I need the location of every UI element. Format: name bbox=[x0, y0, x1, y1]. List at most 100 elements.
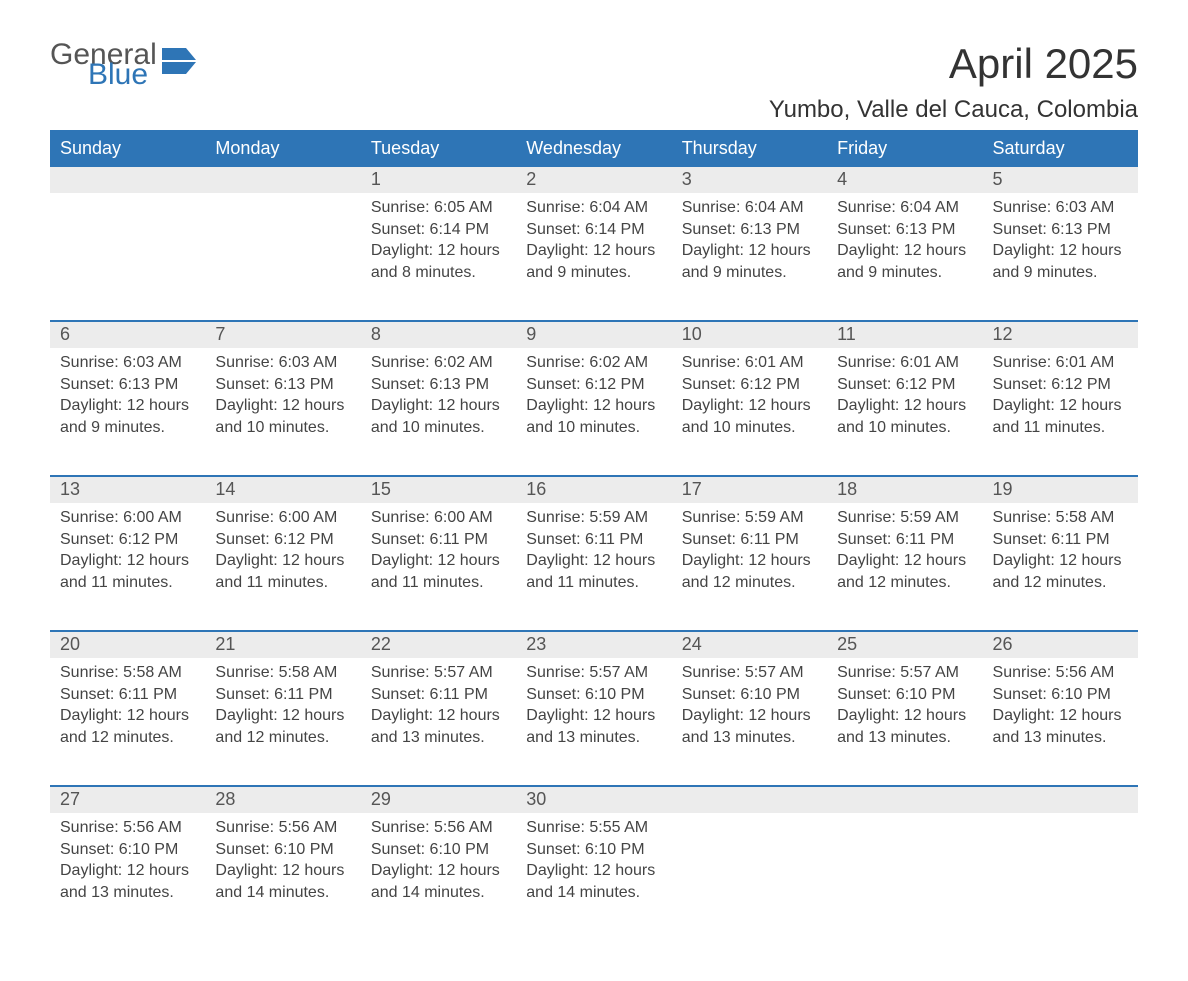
day-content-cell: Sunrise: 6:00 AMSunset: 6:12 PMDaylight:… bbox=[205, 503, 360, 631]
sunset-line: Sunset: 6:11 PM bbox=[682, 529, 817, 551]
day-content: Sunrise: 6:00 AMSunset: 6:12 PMDaylight:… bbox=[205, 503, 360, 603]
day-content: Sunrise: 5:58 AMSunset: 6:11 PMDaylight:… bbox=[50, 658, 205, 758]
day-number: 12 bbox=[983, 322, 1138, 348]
day-number: 27 bbox=[50, 787, 205, 813]
day-content-cell: Sunrise: 6:04 AMSunset: 6:13 PMDaylight:… bbox=[827, 193, 982, 321]
sunrise-line: Sunrise: 6:04 AM bbox=[526, 197, 661, 219]
sunset-line: Sunset: 6:11 PM bbox=[60, 684, 195, 706]
sunset-line: Sunset: 6:11 PM bbox=[215, 684, 350, 706]
day-number-cell: 21 bbox=[205, 631, 360, 658]
day-content-cell: Sunrise: 5:58 AMSunset: 6:11 PMDaylight:… bbox=[50, 658, 205, 786]
day-content-cell: Sunrise: 5:56 AMSunset: 6:10 PMDaylight:… bbox=[361, 813, 516, 941]
daylight-line: Daylight: 12 hours and 10 minutes. bbox=[371, 395, 506, 438]
daylight-line: Daylight: 12 hours and 11 minutes. bbox=[60, 550, 195, 593]
sunset-line: Sunset: 6:13 PM bbox=[60, 374, 195, 396]
sunset-line: Sunset: 6:10 PM bbox=[371, 839, 506, 861]
day-number: 11 bbox=[827, 322, 982, 348]
day-content: Sunrise: 5:56 AMSunset: 6:10 PMDaylight:… bbox=[983, 658, 1138, 758]
day-number: 26 bbox=[983, 632, 1138, 658]
day-number: 25 bbox=[827, 632, 982, 658]
day-number: 2 bbox=[516, 167, 671, 193]
weekday-header: Saturday bbox=[983, 132, 1138, 166]
day-content: Sunrise: 5:56 AMSunset: 6:10 PMDaylight:… bbox=[205, 813, 360, 913]
day-number-cell: 27 bbox=[50, 786, 205, 813]
week-daynum-row: 6789101112 bbox=[50, 321, 1138, 348]
daylight-line: Daylight: 12 hours and 10 minutes. bbox=[682, 395, 817, 438]
day-number-cell: 23 bbox=[516, 631, 671, 658]
day-number: 14 bbox=[205, 477, 360, 503]
day-content: Sunrise: 5:57 AMSunset: 6:10 PMDaylight:… bbox=[827, 658, 982, 758]
day-content-cell bbox=[983, 813, 1138, 941]
sunrise-line: Sunrise: 5:59 AM bbox=[526, 507, 661, 529]
sunrise-line: Sunrise: 5:57 AM bbox=[371, 662, 506, 684]
header: General Blue April 2025 Yumbo, Valle del… bbox=[50, 40, 1138, 124]
day-content-cell: Sunrise: 6:00 AMSunset: 6:12 PMDaylight:… bbox=[50, 503, 205, 631]
day-number-cell: 10 bbox=[672, 321, 827, 348]
day-content-cell: Sunrise: 5:56 AMSunset: 6:10 PMDaylight:… bbox=[205, 813, 360, 941]
day-number-cell: 9 bbox=[516, 321, 671, 348]
day-number-cell: 3 bbox=[672, 166, 827, 193]
day-content: Sunrise: 6:03 AMSunset: 6:13 PMDaylight:… bbox=[50, 348, 205, 448]
day-number: 4 bbox=[827, 167, 982, 193]
day-number-cell: 26 bbox=[983, 631, 1138, 658]
day-number: 29 bbox=[361, 787, 516, 813]
sunset-line: Sunset: 6:11 PM bbox=[993, 529, 1128, 551]
day-content-cell: Sunrise: 5:58 AMSunset: 6:11 PMDaylight:… bbox=[205, 658, 360, 786]
sunrise-line: Sunrise: 6:04 AM bbox=[682, 197, 817, 219]
day-content-cell: Sunrise: 6:01 AMSunset: 6:12 PMDaylight:… bbox=[983, 348, 1138, 476]
day-number-cell: 11 bbox=[827, 321, 982, 348]
day-number bbox=[50, 167, 205, 193]
day-content: Sunrise: 6:04 AMSunset: 6:13 PMDaylight:… bbox=[827, 193, 982, 293]
sunrise-line: Sunrise: 5:56 AM bbox=[60, 817, 195, 839]
daylight-line: Daylight: 12 hours and 10 minutes. bbox=[215, 395, 350, 438]
day-content-cell: Sunrise: 6:01 AMSunset: 6:12 PMDaylight:… bbox=[672, 348, 827, 476]
day-number-cell bbox=[672, 786, 827, 813]
day-number: 18 bbox=[827, 477, 982, 503]
sunset-line: Sunset: 6:13 PM bbox=[837, 219, 972, 241]
day-number: 10 bbox=[672, 322, 827, 348]
day-number: 13 bbox=[50, 477, 205, 503]
sunset-line: Sunset: 6:12 PM bbox=[682, 374, 817, 396]
day-content-cell: Sunrise: 6:01 AMSunset: 6:12 PMDaylight:… bbox=[827, 348, 982, 476]
sunrise-line: Sunrise: 5:57 AM bbox=[682, 662, 817, 684]
day-number: 8 bbox=[361, 322, 516, 348]
day-content: Sunrise: 5:57 AMSunset: 6:10 PMDaylight:… bbox=[672, 658, 827, 758]
sunrise-line: Sunrise: 6:00 AM bbox=[371, 507, 506, 529]
week-content-row: Sunrise: 5:56 AMSunset: 6:10 PMDaylight:… bbox=[50, 813, 1138, 941]
sunrise-line: Sunrise: 5:58 AM bbox=[215, 662, 350, 684]
sunrise-line: Sunrise: 6:02 AM bbox=[526, 352, 661, 374]
logo: General Blue bbox=[50, 40, 196, 90]
day-number: 17 bbox=[672, 477, 827, 503]
day-number: 22 bbox=[361, 632, 516, 658]
day-number-cell: 12 bbox=[983, 321, 1138, 348]
day-content: Sunrise: 6:04 AMSunset: 6:14 PMDaylight:… bbox=[516, 193, 671, 293]
daylight-line: Daylight: 12 hours and 13 minutes. bbox=[993, 705, 1128, 748]
daylight-line: Daylight: 12 hours and 13 minutes. bbox=[60, 860, 195, 903]
sunset-line: Sunset: 6:10 PM bbox=[526, 839, 661, 861]
daylight-line: Daylight: 12 hours and 14 minutes. bbox=[526, 860, 661, 903]
day-content-cell: Sunrise: 5:57 AMSunset: 6:11 PMDaylight:… bbox=[361, 658, 516, 786]
sunrise-line: Sunrise: 5:59 AM bbox=[837, 507, 972, 529]
sunset-line: Sunset: 6:14 PM bbox=[526, 219, 661, 241]
week-content-row: Sunrise: 6:03 AMSunset: 6:13 PMDaylight:… bbox=[50, 348, 1138, 476]
day-number: 3 bbox=[672, 167, 827, 193]
day-content-cell: Sunrise: 5:55 AMSunset: 6:10 PMDaylight:… bbox=[516, 813, 671, 941]
day-content-cell: Sunrise: 6:00 AMSunset: 6:11 PMDaylight:… bbox=[361, 503, 516, 631]
daylight-line: Daylight: 12 hours and 14 minutes. bbox=[215, 860, 350, 903]
weekday-header: Wednesday bbox=[516, 132, 671, 166]
sunset-line: Sunset: 6:12 PM bbox=[993, 374, 1128, 396]
month-title: April 2025 bbox=[769, 40, 1138, 88]
day-content: Sunrise: 6:01 AMSunset: 6:12 PMDaylight:… bbox=[983, 348, 1138, 448]
day-content: Sunrise: 5:57 AMSunset: 6:11 PMDaylight:… bbox=[361, 658, 516, 758]
daylight-line: Daylight: 12 hours and 12 minutes. bbox=[837, 550, 972, 593]
daylight-line: Daylight: 12 hours and 11 minutes. bbox=[993, 395, 1128, 438]
day-number-cell: 8 bbox=[361, 321, 516, 348]
day-content-cell: Sunrise: 5:56 AMSunset: 6:10 PMDaylight:… bbox=[50, 813, 205, 941]
sunrise-line: Sunrise: 6:05 AM bbox=[371, 197, 506, 219]
sunrise-line: Sunrise: 6:04 AM bbox=[837, 197, 972, 219]
daylight-line: Daylight: 12 hours and 10 minutes. bbox=[837, 395, 972, 438]
week-content-row: Sunrise: 6:00 AMSunset: 6:12 PMDaylight:… bbox=[50, 503, 1138, 631]
day-number-cell bbox=[983, 786, 1138, 813]
daylight-line: Daylight: 12 hours and 12 minutes. bbox=[993, 550, 1128, 593]
day-number-cell: 16 bbox=[516, 476, 671, 503]
